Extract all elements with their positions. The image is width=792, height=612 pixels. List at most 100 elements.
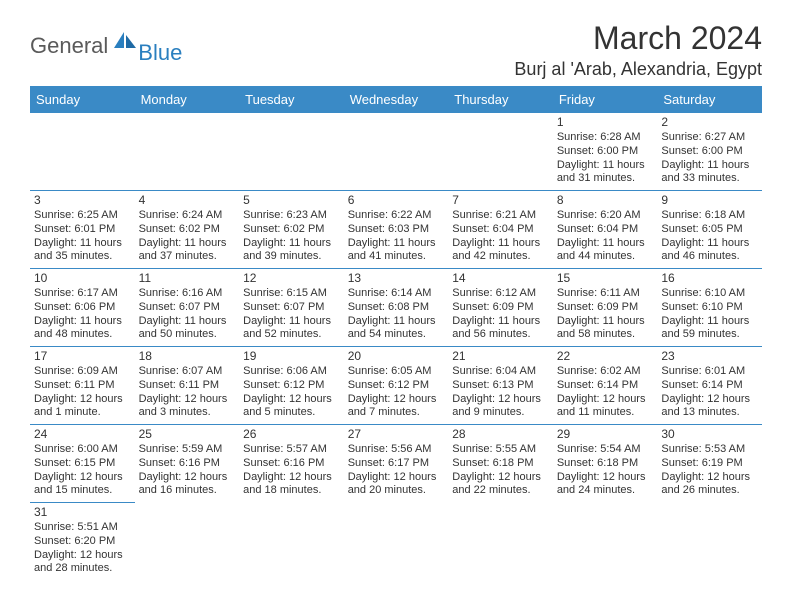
calendar-cell <box>344 113 449 191</box>
logo: General Blue <box>30 26 182 66</box>
day-info-line: Daylight: 11 hours <box>452 237 549 251</box>
day-number: 30 <box>661 427 758 442</box>
day-number: 12 <box>243 271 340 286</box>
day-info: Sunrise: 5:54 AMSunset: 6:18 PMDaylight:… <box>557 443 654 498</box>
day-header: Sunday <box>30 86 135 113</box>
calendar-cell: 31Sunrise: 5:51 AMSunset: 6:20 PMDayligh… <box>30 503 135 581</box>
day-info-line: Daylight: 12 hours <box>139 471 236 485</box>
title-block: March 2024 Burj al 'Arab, Alexandria, Eg… <box>514 20 762 80</box>
day-header: Friday <box>553 86 658 113</box>
day-number: 5 <box>243 193 340 208</box>
day-info: Sunrise: 5:51 AMSunset: 6:20 PMDaylight:… <box>34 521 131 576</box>
day-info: Sunrise: 6:12 AMSunset: 6:09 PMDaylight:… <box>452 287 549 342</box>
day-info: Sunrise: 5:53 AMSunset: 6:19 PMDaylight:… <box>661 443 758 498</box>
day-info-line: Sunrise: 6:18 AM <box>661 209 758 223</box>
day-info-line: Sunset: 6:17 PM <box>348 457 445 471</box>
day-info-line: Sunset: 6:12 PM <box>348 379 445 393</box>
day-number: 1 <box>557 115 654 130</box>
day-info-line: Sunrise: 6:23 AM <box>243 209 340 223</box>
day-info-line: Sunset: 6:12 PM <box>243 379 340 393</box>
day-info-line: Daylight: 11 hours <box>139 237 236 251</box>
page-title: March 2024 <box>514 20 762 57</box>
day-info-line: Sunrise: 6:24 AM <box>139 209 236 223</box>
calendar-cell <box>448 113 553 191</box>
logo-text-sub: Blue <box>138 40 182 66</box>
day-number: 24 <box>34 427 131 442</box>
calendar-cell: 14Sunrise: 6:12 AMSunset: 6:09 PMDayligh… <box>448 269 553 347</box>
day-info-line: Sunset: 6:02 PM <box>243 223 340 237</box>
calendar-cell <box>30 113 135 191</box>
day-info: Sunrise: 6:01 AMSunset: 6:14 PMDaylight:… <box>661 365 758 420</box>
day-number: 15 <box>557 271 654 286</box>
day-info-line: Daylight: 12 hours <box>661 393 758 407</box>
day-number: 10 <box>34 271 131 286</box>
calendar-cell <box>239 113 344 191</box>
day-info-line: and 37 minutes. <box>139 250 236 264</box>
day-info-line: and 1 minute. <box>34 406 131 420</box>
calendar-cell <box>657 503 762 581</box>
day-info-line: Sunset: 6:06 PM <box>34 301 131 315</box>
day-info-line: and 54 minutes. <box>348 328 445 342</box>
day-info-line: Daylight: 12 hours <box>452 393 549 407</box>
day-info-line: Daylight: 11 hours <box>557 237 654 251</box>
calendar-cell: 3Sunrise: 6:25 AMSunset: 6:01 PMDaylight… <box>30 191 135 269</box>
day-info-line: Daylight: 11 hours <box>557 159 654 173</box>
day-info-line: Daylight: 11 hours <box>34 237 131 251</box>
day-info-line: Sunset: 6:14 PM <box>557 379 654 393</box>
day-info-line: Daylight: 11 hours <box>557 315 654 329</box>
calendar-cell: 20Sunrise: 6:05 AMSunset: 6:12 PMDayligh… <box>344 347 449 425</box>
day-number: 20 <box>348 349 445 364</box>
day-info-line: and 11 minutes. <box>557 406 654 420</box>
day-info-line: Sunrise: 6:07 AM <box>139 365 236 379</box>
day-number: 3 <box>34 193 131 208</box>
calendar-row: 31Sunrise: 5:51 AMSunset: 6:20 PMDayligh… <box>30 503 762 581</box>
calendar-cell <box>135 113 240 191</box>
day-number: 18 <box>139 349 236 364</box>
day-info-line: and 20 minutes. <box>348 484 445 498</box>
day-info-line: Sunset: 6:11 PM <box>34 379 131 393</box>
day-info-line: Daylight: 11 hours <box>661 159 758 173</box>
calendar-table: Sunday Monday Tuesday Wednesday Thursday… <box>30 86 762 580</box>
day-info-line: Daylight: 12 hours <box>557 393 654 407</box>
day-info: Sunrise: 6:02 AMSunset: 6:14 PMDaylight:… <box>557 365 654 420</box>
calendar-cell: 25Sunrise: 5:59 AMSunset: 6:16 PMDayligh… <box>135 425 240 503</box>
day-number: 6 <box>348 193 445 208</box>
day-info-line: Daylight: 12 hours <box>34 471 131 485</box>
day-info-line: and 3 minutes. <box>139 406 236 420</box>
day-info: Sunrise: 6:14 AMSunset: 6:08 PMDaylight:… <box>348 287 445 342</box>
day-info: Sunrise: 6:25 AMSunset: 6:01 PMDaylight:… <box>34 209 131 264</box>
day-header: Tuesday <box>239 86 344 113</box>
day-info-line: Daylight: 12 hours <box>348 393 445 407</box>
calendar-cell: 9Sunrise: 6:18 AMSunset: 6:05 PMDaylight… <box>657 191 762 269</box>
calendar-cell: 27Sunrise: 5:56 AMSunset: 6:17 PMDayligh… <box>344 425 449 503</box>
calendar-cell: 28Sunrise: 5:55 AMSunset: 6:18 PMDayligh… <box>448 425 553 503</box>
day-info: Sunrise: 6:05 AMSunset: 6:12 PMDaylight:… <box>348 365 445 420</box>
day-number: 7 <box>452 193 549 208</box>
day-info: Sunrise: 6:15 AMSunset: 6:07 PMDaylight:… <box>243 287 340 342</box>
day-info-line: Sunset: 6:09 PM <box>452 301 549 315</box>
day-info: Sunrise: 6:04 AMSunset: 6:13 PMDaylight:… <box>452 365 549 420</box>
day-info-line: Sunrise: 5:51 AM <box>34 521 131 535</box>
day-info-line: Sunset: 6:07 PM <box>139 301 236 315</box>
day-info-line: Sunset: 6:16 PM <box>243 457 340 471</box>
calendar-cell: 13Sunrise: 6:14 AMSunset: 6:08 PMDayligh… <box>344 269 449 347</box>
day-number: 23 <box>661 349 758 364</box>
day-info: Sunrise: 6:18 AMSunset: 6:05 PMDaylight:… <box>661 209 758 264</box>
calendar-cell: 30Sunrise: 5:53 AMSunset: 6:19 PMDayligh… <box>657 425 762 503</box>
day-info: Sunrise: 6:21 AMSunset: 6:04 PMDaylight:… <box>452 209 549 264</box>
day-info-line: Sunrise: 6:10 AM <box>661 287 758 301</box>
day-info-line: Daylight: 11 hours <box>452 315 549 329</box>
calendar-cell: 12Sunrise: 6:15 AMSunset: 6:07 PMDayligh… <box>239 269 344 347</box>
day-info-line: Sunrise: 6:22 AM <box>348 209 445 223</box>
calendar-cell: 16Sunrise: 6:10 AMSunset: 6:10 PMDayligh… <box>657 269 762 347</box>
day-info-line: Sunrise: 6:12 AM <box>452 287 549 301</box>
day-number: 27 <box>348 427 445 442</box>
day-info-line: Sunrise: 6:21 AM <box>452 209 549 223</box>
day-info-line: and 58 minutes. <box>557 328 654 342</box>
day-info-line: Sunset: 6:04 PM <box>557 223 654 237</box>
day-info-line: Sunrise: 5:57 AM <box>243 443 340 457</box>
location-text: Burj al 'Arab, Alexandria, Egypt <box>514 59 762 80</box>
day-info-line: Sunrise: 6:15 AM <box>243 287 340 301</box>
day-info: Sunrise: 6:22 AMSunset: 6:03 PMDaylight:… <box>348 209 445 264</box>
day-info-line: and 35 minutes. <box>34 250 131 264</box>
